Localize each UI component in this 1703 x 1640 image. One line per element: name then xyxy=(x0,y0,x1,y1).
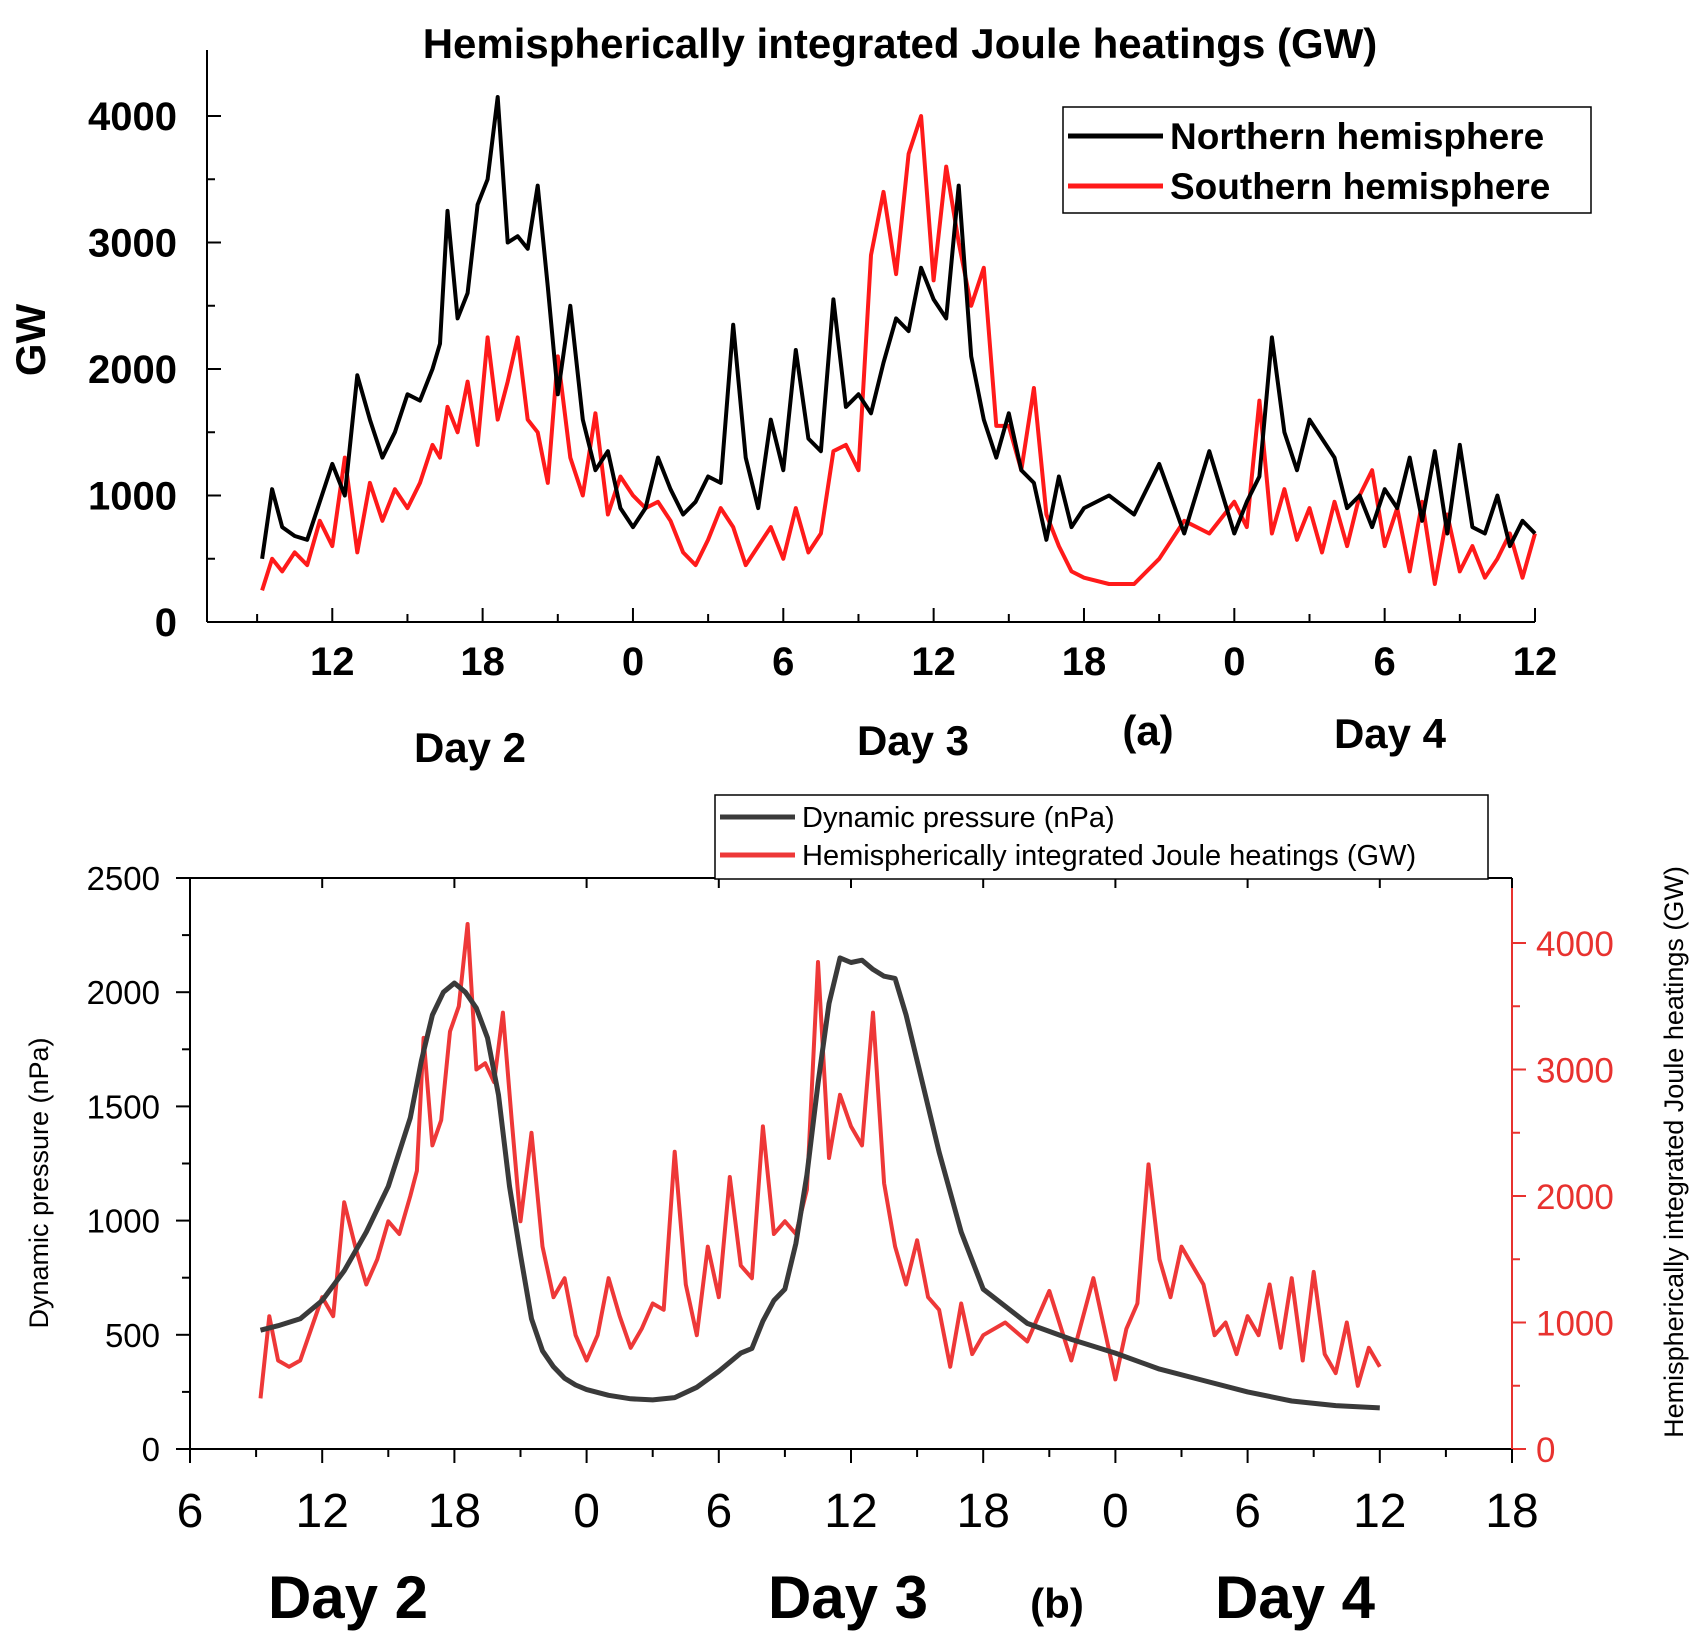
panel-b-day3-label: Day 3 xyxy=(768,1564,928,1631)
panel-b-x-tick-label: 0 xyxy=(1102,1485,1129,1538)
panel-a-x-tick-label: 0 xyxy=(1223,640,1245,684)
panel-b-left-tick-label: 1000 xyxy=(87,1203,160,1240)
panel-b-left-tick-label: 1500 xyxy=(87,1088,160,1125)
panel-b-left-ylabel: Dynamic pressure (nPa) xyxy=(24,1037,54,1328)
legend-joule-label: Hemispherically integrated Joule heating… xyxy=(802,840,1416,872)
panel-a: Hemispherically integrated Joule heating… xyxy=(7,20,1592,771)
panel-a-x-tick-label: 6 xyxy=(772,640,794,684)
legend-northern-label: Northern hemisphere xyxy=(1170,116,1544,157)
panel-b-left-tick-label: 2500 xyxy=(87,860,160,897)
panel-b-legend: Dynamic pressure (nPa) Hemispherically i… xyxy=(714,794,1489,880)
legend-pressure-label: Dynamic pressure (nPa) xyxy=(802,802,1115,834)
panel-a-y-tick-label: 2000 xyxy=(88,348,177,392)
panel-b-left-ticks: 0 500 1000 1500 2000 2500 xyxy=(87,860,190,1468)
panel-b-left-tick-label: 500 xyxy=(105,1317,160,1354)
panel-a-x-tick-label: 18 xyxy=(1062,640,1107,684)
panel-b-left-tick-label: 2000 xyxy=(87,974,160,1011)
panel-a-x-tick-label: 6 xyxy=(1374,640,1396,684)
panel-b-x-tick-label: 18 xyxy=(1485,1485,1538,1538)
panel-b-x-tick-label: 12 xyxy=(296,1485,349,1538)
panel-b-x-tick-label: 12 xyxy=(1353,1485,1406,1538)
panel-a-northern-series xyxy=(260,95,1537,560)
panel-b-x-tick-label: 6 xyxy=(705,1485,732,1538)
panel-b-joule-series xyxy=(258,922,1382,1399)
legend-southern-label: Southern hemisphere xyxy=(1170,166,1550,207)
panel-b-x-tick-label: 18 xyxy=(428,1485,481,1538)
panel-a-x-tick-label: 12 xyxy=(1513,640,1558,684)
panel-b-x-tick-label: 6 xyxy=(177,1485,204,1538)
panel-b-right-tick-label: 2000 xyxy=(1536,1178,1614,1217)
panel-b-x-tick-label: 18 xyxy=(957,1485,1010,1538)
panel-b-right-ticks: 0 1000 2000 3000 4000 xyxy=(1512,925,1614,1470)
panel-a-legend: Northern hemisphere Southern hemisphere xyxy=(1062,106,1592,214)
panel-b: Dynamic pressure (nPa) Hemispherically i… xyxy=(24,794,1689,1631)
panel-a-y-tick-label: 0 xyxy=(155,601,177,645)
panel-b-right-tick-label: 3000 xyxy=(1536,1052,1614,1091)
panel-b-left-tick-label: 0 xyxy=(142,1431,160,1468)
panel-a-day3-label: Day 3 xyxy=(857,717,969,764)
panel-a-y-tick-label: 3000 xyxy=(88,222,177,266)
panel-b-right-tick-label: 1000 xyxy=(1536,1305,1614,1344)
panel-a-y-tick-label: 4000 xyxy=(88,95,177,139)
panel-b-pressure-series xyxy=(259,955,1380,1411)
panel-b-right-ylabel: Hemispherically integrated Joule heating… xyxy=(1659,866,1689,1438)
panel-b-x-tick-label: 12 xyxy=(824,1485,877,1538)
panel-b-day2-label: Day 2 xyxy=(268,1564,428,1631)
panel-b-x-ticks: 6 12 18 0 6 12 18 0 6 12 18 xyxy=(177,878,1539,1538)
panel-a-day4-label: Day 4 xyxy=(1334,710,1447,757)
panel-a-ylabel: GW xyxy=(7,303,54,376)
panel-a-x-tick-label: 18 xyxy=(460,640,505,684)
panel-a-title: Hemispherically integrated Joule heating… xyxy=(423,20,1378,67)
panel-b-right-tick-label: 4000 xyxy=(1536,925,1614,964)
panel-a-y-ticks: 0 1000 2000 3000 4000 xyxy=(88,95,221,645)
panel-b-x-tick-label: 0 xyxy=(573,1485,600,1538)
panel-b-right-tick-label: 0 xyxy=(1536,1431,1555,1470)
panel-a-southern-series xyxy=(260,114,1537,592)
panel-a-day2-label: Day 2 xyxy=(414,724,526,771)
panel-a-legend-box xyxy=(1062,106,1592,214)
panel-b-day4-label: Day 4 xyxy=(1215,1564,1376,1631)
panel-a-x-ticks: 12 18 0 6 12 18 0 6 12 xyxy=(256,608,1558,684)
panel-b-x-tick-label: 6 xyxy=(1234,1485,1261,1538)
panel-a-x-tick-label: 0 xyxy=(622,640,644,684)
panel-a-y-tick-label: 1000 xyxy=(88,475,177,519)
panel-b-label: (b) xyxy=(1030,1580,1084,1627)
panel-a-x-tick-label: 12 xyxy=(911,640,956,684)
panel-a-label: (a) xyxy=(1122,707,1173,754)
panel-a-x-tick-label: 12 xyxy=(310,640,355,684)
panel-b-legend-box xyxy=(714,794,1489,880)
